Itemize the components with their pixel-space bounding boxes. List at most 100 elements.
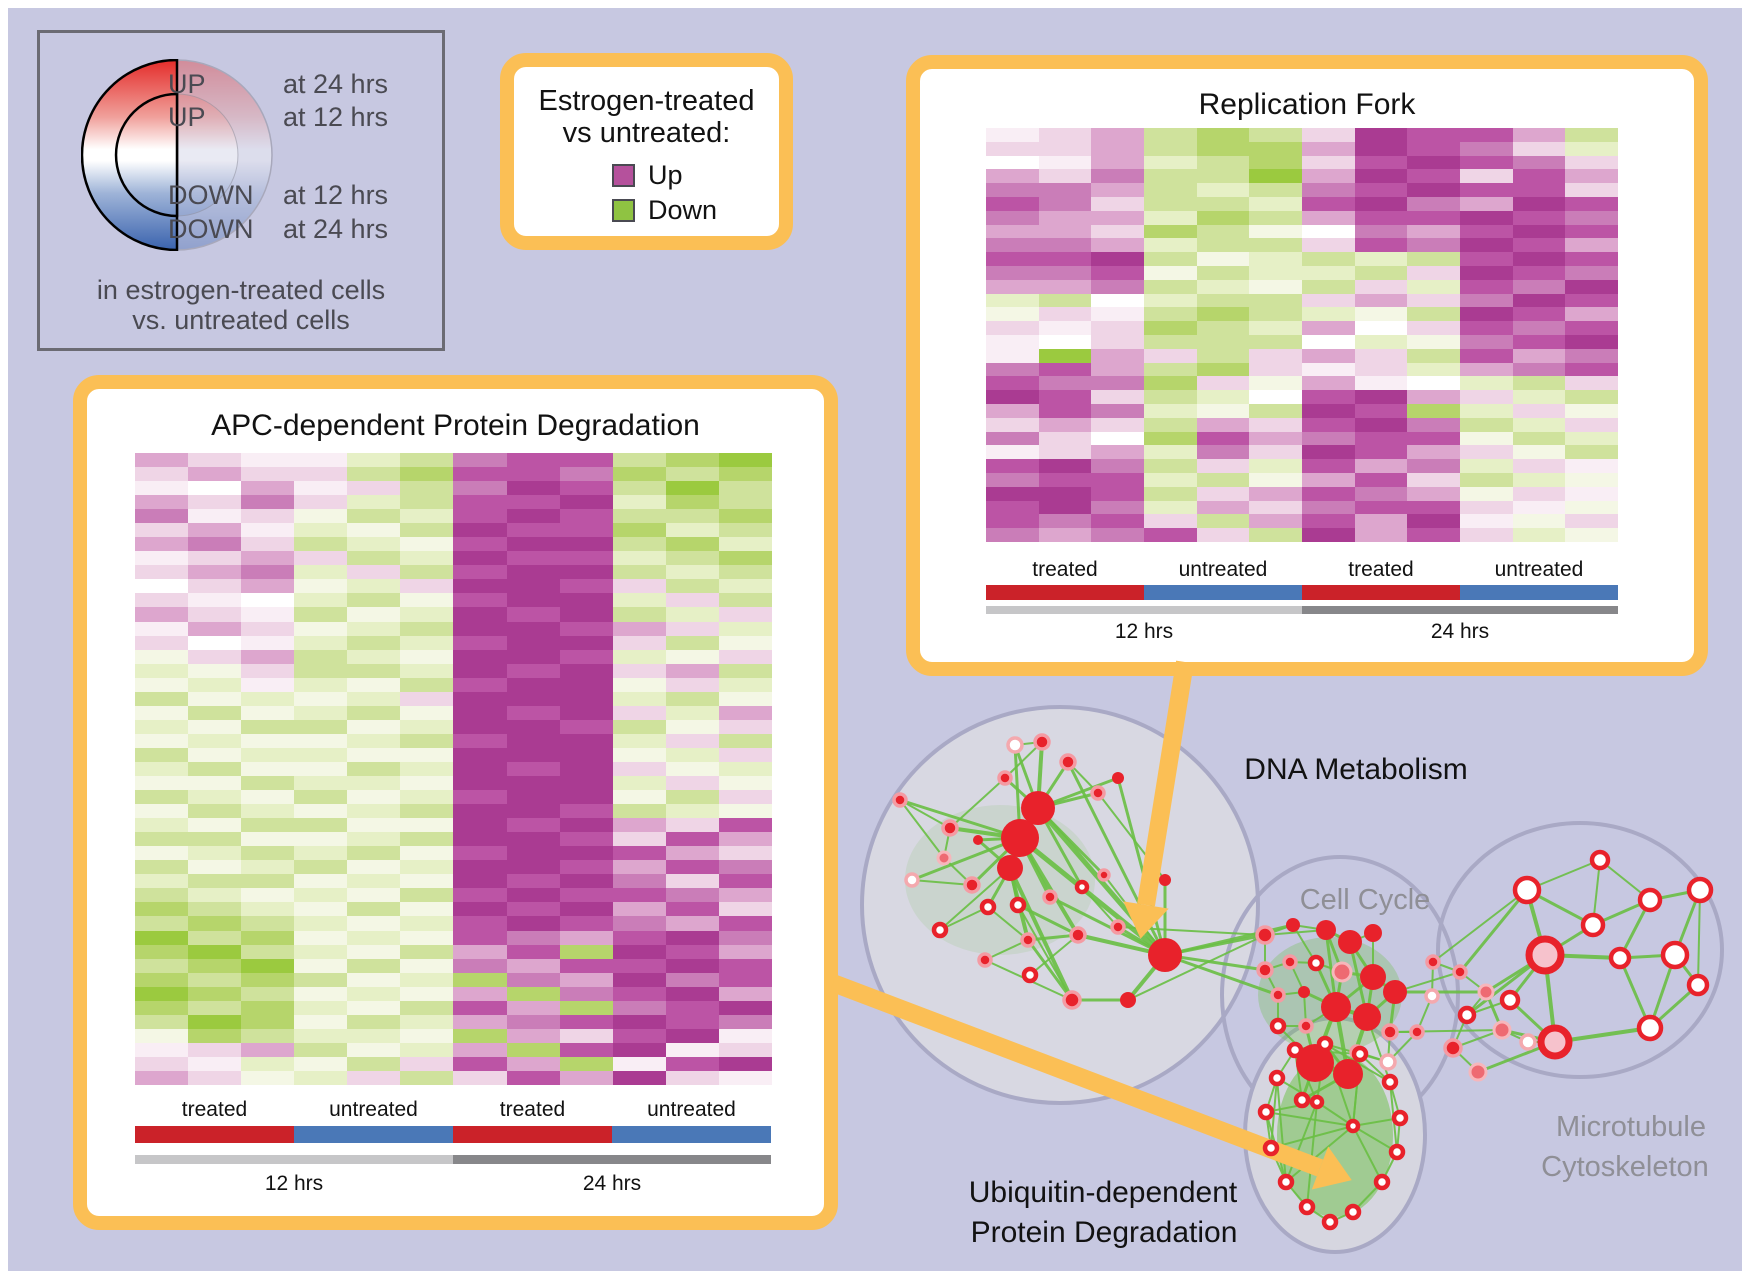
heatmap-cell — [1091, 348, 1144, 363]
gene-node — [1001, 819, 1039, 857]
heatmap-cell — [241, 509, 295, 524]
gene-node — [931, 921, 949, 939]
gene-node — [1298, 1198, 1316, 1216]
gene-node — [1637, 887, 1663, 913]
heatmap-cell — [1196, 224, 1250, 239]
heatmap-cell — [135, 663, 189, 678]
heatmap-cell — [1460, 486, 1513, 501]
heatmap-cell — [986, 335, 1039, 349]
gene-node — [1112, 772, 1124, 784]
heatmap-cell — [1407, 210, 1460, 225]
replication-fork-heatmap — [986, 128, 1618, 542]
heatmap-cell — [1354, 486, 1408, 501]
heatmap-cell — [400, 930, 454, 945]
heatmap-cell — [1091, 279, 1144, 294]
heatmap-cell — [612, 649, 666, 664]
heatmap-cell — [347, 705, 401, 720]
network-edge — [1116, 777, 1167, 956]
heatmap-cell — [347, 607, 401, 622]
heatmap-cell — [241, 944, 295, 959]
rf-12hr-label: 12 hrs — [1114, 620, 1174, 643]
heatmap-cell — [1354, 183, 1408, 197]
heatmap-cell — [1565, 417, 1618, 432]
heatmap-cell — [1091, 459, 1144, 473]
heatmap-cell — [718, 1070, 772, 1085]
heatmap-cell — [1249, 473, 1302, 487]
heatmap-cell — [400, 551, 454, 566]
heatmap-cell — [135, 1014, 189, 1029]
heatmap-cell — [1565, 348, 1618, 363]
heatmap-cell — [506, 635, 560, 650]
heatmap-cell — [612, 902, 666, 917]
color-key-title-line1: Estrogen-treated — [538, 85, 755, 117]
heatmap-cell — [135, 551, 189, 566]
heatmap-cell — [718, 453, 772, 468]
heatmap-cell — [453, 565, 507, 580]
heatmap-cell — [241, 1000, 295, 1015]
heatmap-cell — [347, 930, 401, 945]
heatmap-cell — [718, 1042, 772, 1057]
heatmap-cell — [559, 663, 613, 678]
gene-node — [1293, 1091, 1311, 1109]
heatmap-cell — [1144, 390, 1197, 404]
heatmap-cell — [400, 565, 454, 580]
heatmap-cell — [294, 790, 348, 805]
heatmap-cell — [453, 958, 507, 973]
heatmap-cell — [986, 404, 1039, 418]
heatmap-cell — [1512, 390, 1566, 404]
network-edge — [1017, 903, 1079, 937]
heatmap-cell — [986, 155, 1039, 170]
heatmap-cell — [506, 565, 560, 580]
heatmap-cell — [294, 733, 348, 748]
heatmap-cell — [1407, 252, 1460, 266]
heatmap-cell — [1144, 376, 1197, 391]
heatmap-cell — [453, 1000, 507, 1015]
heatmap-cell — [1144, 141, 1197, 156]
heatmap-cell — [1302, 500, 1355, 515]
heatmap-cell — [1302, 445, 1355, 460]
heatmap-cell — [135, 1070, 189, 1085]
heatmap-cell — [1038, 252, 1092, 266]
heatmap-cell — [612, 565, 666, 580]
heatmap-cell — [1354, 362, 1408, 377]
heatmap-cell — [559, 916, 613, 931]
heatmap-cell — [1196, 238, 1250, 253]
heatmap-cell — [294, 902, 348, 917]
heatmap-cell — [1460, 473, 1513, 487]
heatmap-cell — [612, 733, 666, 748]
heatmap-cell — [294, 1042, 348, 1057]
heatmap-cell — [294, 635, 348, 650]
gene-node — [1686, 973, 1710, 997]
network-edge — [1029, 934, 1079, 976]
heatmap-cell — [506, 1042, 560, 1057]
gene-node — [1477, 983, 1495, 1001]
heatmap-cell — [1512, 473, 1566, 487]
gene-node — [1255, 925, 1275, 945]
heatmap-cell — [241, 663, 295, 678]
legend-down-12-time: at 12 hrs — [283, 180, 389, 210]
heatmap-cell — [1302, 197, 1355, 211]
heatmap-cell — [1144, 279, 1197, 294]
heatmap-cell — [1460, 500, 1513, 515]
heatmap-cell — [665, 719, 719, 734]
microtubule-label-line2: Cytoskeleton — [1541, 1151, 1709, 1183]
heatmap-cell — [1512, 335, 1566, 349]
heatmap-cell — [1407, 348, 1460, 363]
heatmap-cell — [665, 747, 719, 762]
heatmap-cell — [612, 495, 666, 510]
network-edge — [984, 939, 1029, 961]
heatmap-cell — [506, 790, 560, 805]
heatmap-cell — [506, 621, 560, 636]
heatmap-cell — [1407, 486, 1460, 501]
heatmap-cell — [506, 649, 560, 664]
heatmap-cell — [1460, 266, 1513, 280]
heatmap-cell — [400, 509, 454, 524]
heatmap-cell — [400, 874, 454, 889]
legend-down-24-time: at 24 hrs — [283, 214, 389, 244]
heatmap-cell — [1249, 155, 1302, 170]
heatmap-cell — [665, 818, 719, 833]
heatmap-cell — [1512, 321, 1566, 335]
heatmap-cell — [135, 453, 189, 468]
heatmap-cell — [241, 874, 295, 889]
heatmap-cell — [1249, 279, 1302, 294]
